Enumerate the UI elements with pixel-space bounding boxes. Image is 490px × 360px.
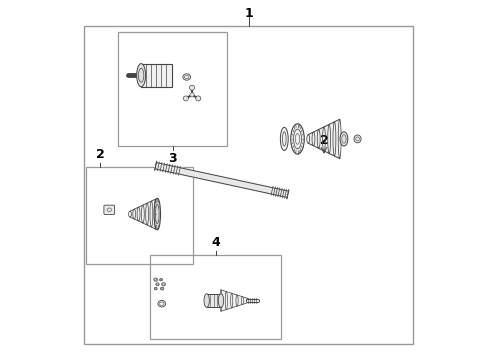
Bar: [118, 32, 227, 146]
Circle shape: [196, 96, 201, 101]
Bar: [141, 64, 171, 87]
Ellipse shape: [156, 283, 159, 286]
Ellipse shape: [280, 127, 288, 150]
Ellipse shape: [162, 283, 166, 286]
Ellipse shape: [154, 198, 161, 230]
Circle shape: [190, 93, 194, 97]
Polygon shape: [221, 290, 248, 311]
Bar: [84, 26, 413, 344]
Ellipse shape: [204, 294, 209, 307]
Ellipse shape: [354, 135, 361, 143]
Text: 2: 2: [96, 148, 105, 161]
Circle shape: [183, 96, 188, 101]
Ellipse shape: [154, 287, 157, 290]
Ellipse shape: [137, 64, 146, 87]
Text: 4: 4: [211, 235, 220, 249]
Polygon shape: [155, 163, 289, 197]
Ellipse shape: [219, 294, 223, 307]
Text: 3: 3: [169, 153, 177, 166]
Polygon shape: [130, 199, 156, 229]
Polygon shape: [141, 64, 171, 87]
Bar: [86, 167, 193, 264]
Polygon shape: [308, 119, 340, 158]
Ellipse shape: [158, 301, 166, 307]
Text: 2: 2: [319, 134, 328, 147]
Text: 1: 1: [244, 8, 253, 21]
Ellipse shape: [291, 124, 304, 154]
Bar: [207, 294, 221, 307]
Ellipse shape: [294, 129, 301, 149]
Circle shape: [190, 85, 195, 90]
FancyBboxPatch shape: [104, 205, 115, 215]
Ellipse shape: [183, 74, 191, 80]
Ellipse shape: [160, 287, 164, 290]
Bar: [150, 255, 281, 339]
Ellipse shape: [340, 132, 348, 146]
Ellipse shape: [160, 278, 163, 281]
Ellipse shape: [154, 278, 158, 281]
